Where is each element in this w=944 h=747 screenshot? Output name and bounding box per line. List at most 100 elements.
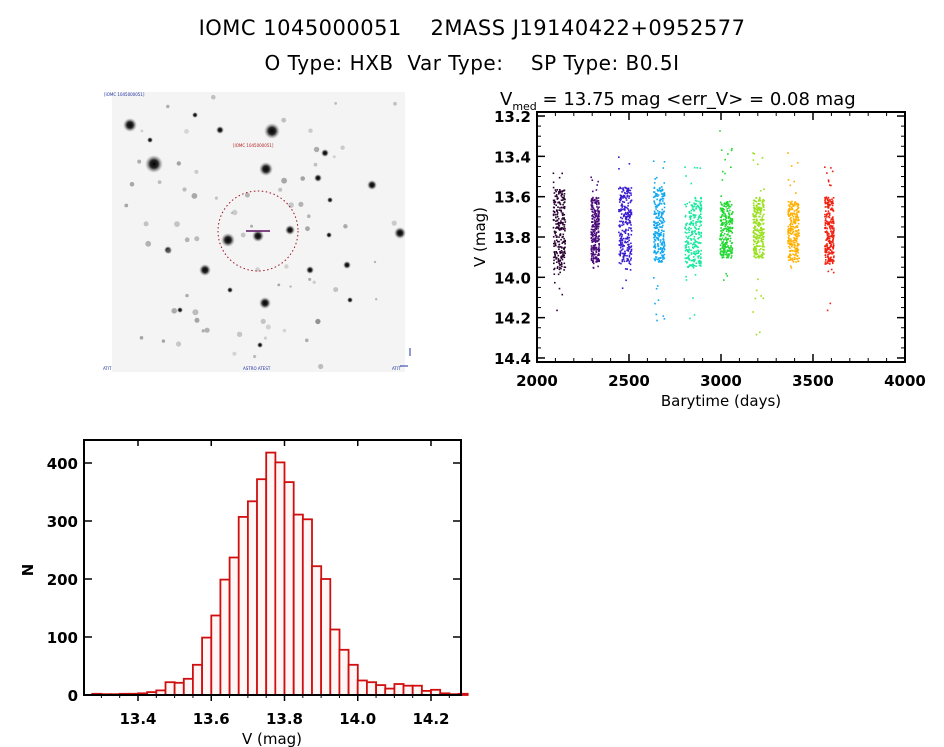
- light-curve-point: [659, 187, 661, 189]
- title-v: V: [500, 89, 513, 110]
- light-curve-point: [825, 259, 827, 261]
- star: [176, 341, 182, 347]
- light-curve-point: [660, 243, 663, 246]
- light-curve-point: [555, 256, 558, 259]
- star: [124, 203, 129, 208]
- light-curve-point: [656, 236, 658, 239]
- light-curve-point: [824, 256, 827, 258]
- light-curve-point: [761, 234, 763, 237]
- light-curve-point: [593, 231, 595, 233]
- light-curve-point: [563, 247, 565, 249]
- light-curve-point: [594, 240, 597, 242]
- light-curve-point: [619, 252, 622, 254]
- light-curve-point: [699, 202, 702, 204]
- light-curve-point: [627, 243, 629, 246]
- light-curve-point: [796, 215, 798, 217]
- light-curve-point: [593, 219, 596, 221]
- star: [375, 298, 378, 301]
- histogram-xlabel: V (mag): [242, 730, 302, 747]
- light-curve-point: [598, 253, 600, 256]
- light-curve-point: [661, 229, 663, 232]
- light-curve-point: [730, 230, 733, 233]
- light-curve-point: [791, 207, 793, 210]
- light-curve-point: [720, 250, 722, 253]
- histogram-bars: [91, 451, 469, 696]
- light-curve-point: [553, 259, 555, 262]
- light-curve-point: [663, 230, 665, 232]
- light-curve-point: [661, 193, 663, 195]
- light-curve-point: [625, 217, 627, 220]
- light-curve-point: [719, 130, 721, 132]
- light-curve-point: [598, 250, 600, 252]
- light-curve-point: [619, 233, 622, 235]
- light-curve-point: [831, 198, 833, 200]
- light-curve-point: [694, 240, 697, 243]
- light-curve-point: [724, 223, 727, 226]
- light-curve-point: [827, 253, 830, 255]
- star: [244, 192, 250, 198]
- object-type-subtitle: O Type: HXB Var Type: SP Type: B0.5I: [264, 51, 680, 75]
- light-curve-point: [827, 201, 830, 204]
- light-curve-point: [690, 212, 692, 215]
- light-curve-point: [725, 216, 727, 218]
- light-curve-point: [560, 257, 563, 259]
- light-curve-point: [796, 219, 799, 222]
- light-curve-point: [661, 247, 663, 250]
- light-curve-point: [591, 179, 594, 181]
- light-curve-point: [829, 184, 831, 186]
- light-curve-point: [555, 220, 557, 222]
- light-curve-point: [830, 240, 832, 243]
- star: [253, 354, 257, 359]
- light-curve-point: [790, 244, 792, 246]
- light-curve-point: [658, 261, 661, 263]
- light-curve-point: [752, 215, 755, 218]
- light-curve-point: [691, 208, 694, 210]
- light-curve-point: [663, 182, 666, 184]
- light-curve-point: [753, 230, 755, 232]
- light-curve-point: [759, 223, 762, 226]
- light-curve-point: [595, 228, 598, 231]
- light-curve-point: [686, 241, 688, 243]
- light-curve-point: [619, 235, 621, 237]
- light-curve-point: [756, 234, 758, 236]
- light-curve-point: [796, 203, 798, 205]
- light-curve-point: [558, 260, 561, 262]
- light-curve-point: [653, 226, 656, 229]
- light-curve-point: [598, 212, 600, 214]
- light-curve-point: [592, 196, 594, 199]
- light-curve-point: [726, 228, 728, 231]
- light-curve-point: [698, 220, 700, 223]
- light-curve-point: [695, 262, 698, 264]
- sky-label-center: [IOMC 1045000051]: [233, 143, 274, 148]
- light-curve-point: [596, 184, 598, 186]
- light-curve-point: [660, 202, 663, 205]
- light-curve-point: [556, 239, 558, 241]
- light-curve-point: [721, 231, 723, 234]
- histogram-bar: [219, 578, 231, 696]
- light-curve-point: [592, 251, 594, 254]
- light-curve-point: [787, 211, 790, 213]
- light-curve-point: [689, 222, 692, 225]
- light-curve-point: [792, 241, 795, 244]
- light-curve-point: [700, 204, 702, 206]
- star: [277, 283, 281, 287]
- light-curve-point: [564, 198, 566, 201]
- light-curve-point: [721, 256, 724, 259]
- light-curve-point: [591, 255, 593, 257]
- light-curve-point: [626, 249, 628, 251]
- light-curve-point: [828, 212, 831, 214]
- light-curve-point: [694, 239, 696, 241]
- light-curve-point: [662, 167, 665, 169]
- light-curve-point: [826, 172, 828, 174]
- light-curve-point: [592, 215, 595, 218]
- light-curve-point: [621, 245, 624, 248]
- light-curve-point: [624, 268, 627, 270]
- light-curve-point: [556, 261, 558, 263]
- light-curve-point: [563, 189, 565, 192]
- light-curve-point: [684, 227, 686, 230]
- light-curve-point: [699, 210, 702, 213]
- light-curve-point: [790, 222, 792, 225]
- x-tick-label: 13.6: [193, 710, 230, 728]
- star: [177, 307, 183, 313]
